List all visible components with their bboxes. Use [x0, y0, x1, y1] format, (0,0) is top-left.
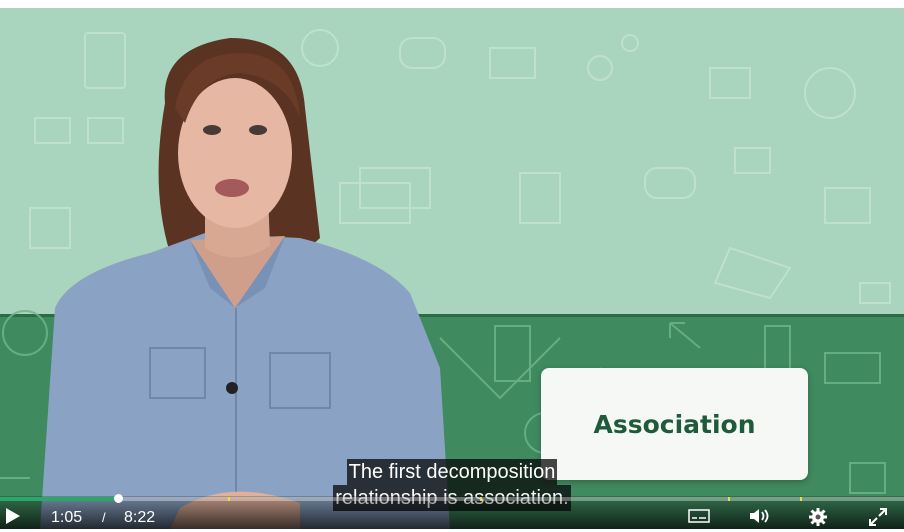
video-frame[interactable]: Association	[0, 8, 904, 529]
chapter-marker	[800, 497, 802, 501]
caption-line-1: The first decomposition	[346, 459, 558, 485]
progress-fill	[0, 497, 118, 501]
background-pattern	[0, 29, 891, 494]
slide-divider	[0, 314, 904, 317]
slide-title-card: Association	[541, 368, 808, 480]
fullscreen-icon[interactable]	[868, 507, 888, 532]
progress-bar[interactable]	[0, 494, 904, 503]
chapter-marker	[228, 497, 230, 501]
time-separator: /	[102, 510, 106, 525]
current-time: 1:05	[51, 509, 83, 526]
chapter-marker	[728, 497, 730, 501]
volume-icon[interactable]	[748, 507, 772, 530]
presenter	[40, 38, 450, 529]
player-controls	[0, 496, 904, 529]
captions-icon[interactable]	[688, 509, 710, 528]
progress-knob[interactable]	[113, 494, 123, 503]
duration: 8:22	[124, 509, 156, 526]
slide-title: Association	[593, 409, 756, 439]
gear-icon[interactable]	[808, 507, 828, 532]
chapter-marker	[480, 497, 482, 501]
play-icon[interactable]	[2, 507, 22, 530]
